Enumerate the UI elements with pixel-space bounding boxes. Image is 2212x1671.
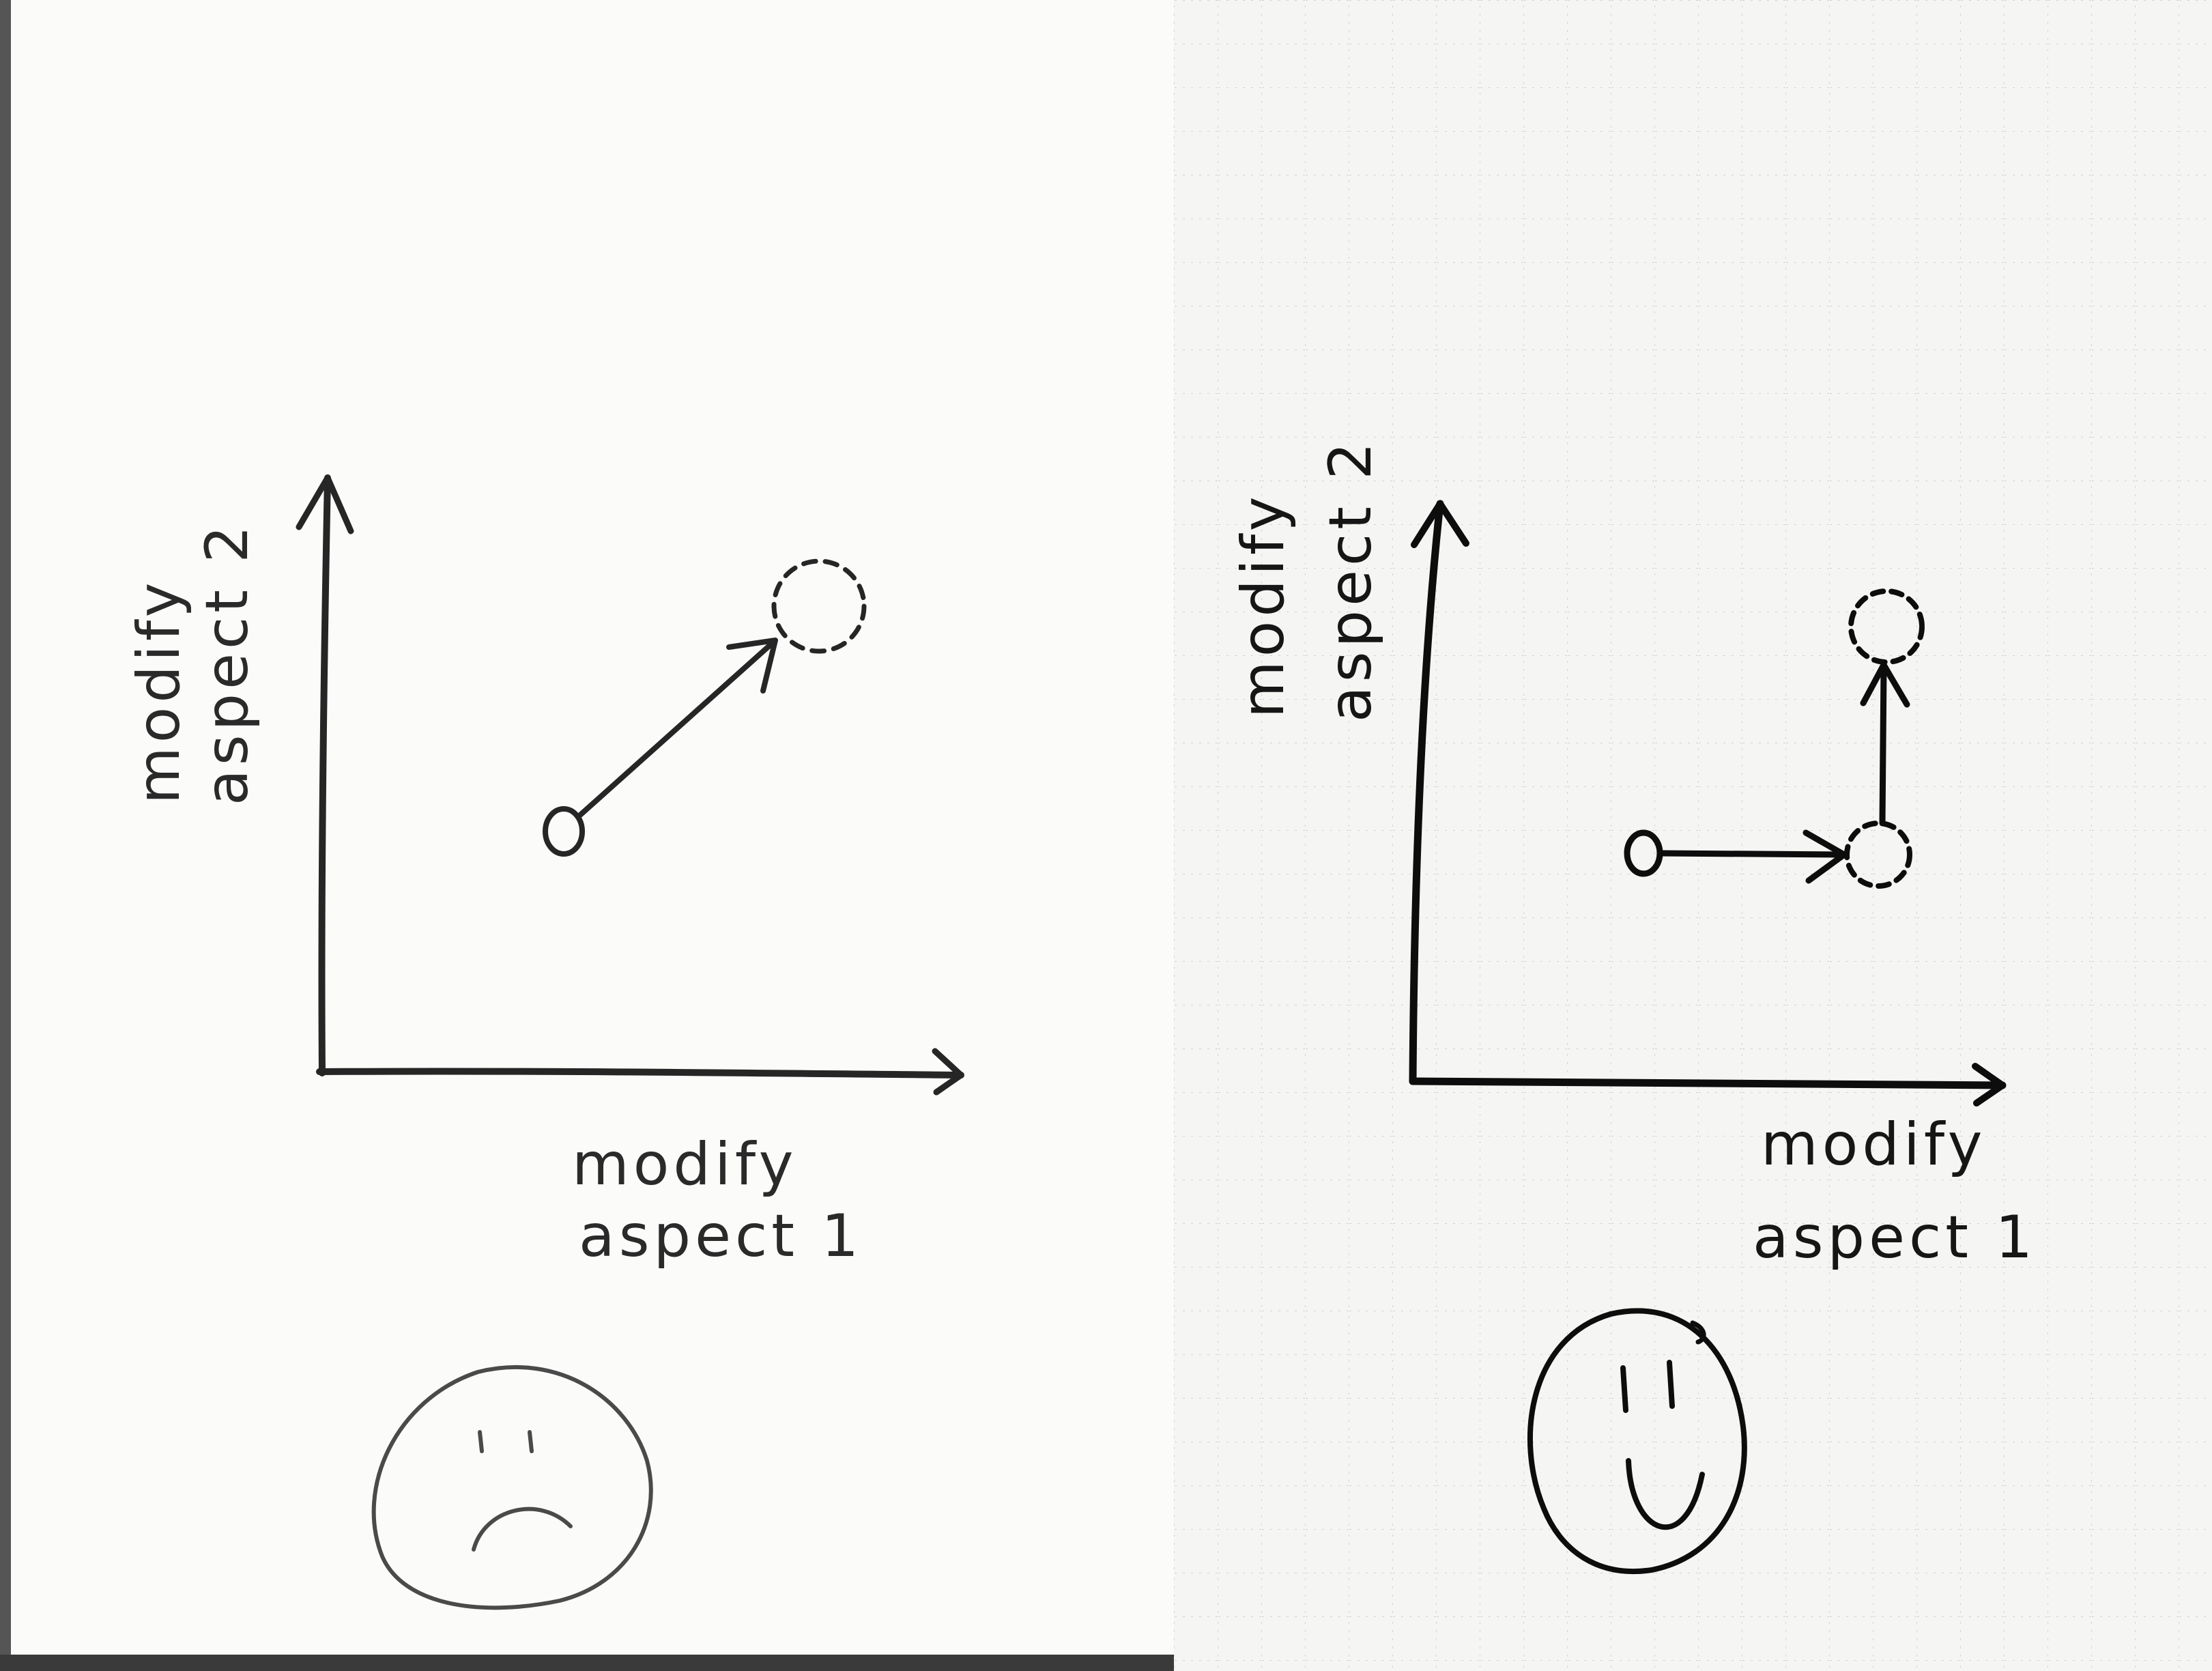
left-face-eye-2 — [528, 1430, 534, 1453]
page-edge-left — [0, 0, 11, 1671]
right-horizontal-arrow — [1656, 850, 1846, 858]
right-x-label-line1: modify — [1761, 1111, 1987, 1179]
right-y-axis — [1409, 500, 1444, 1085]
right-x-axis-arrowhead — [1972, 1063, 2006, 1106]
left-y-axis-arrowhead — [296, 474, 354, 534]
right-y-label-line1: modify — [1229, 492, 1297, 718]
left-face-eye-1 — [478, 1430, 484, 1453]
left-face-frown — [472, 1506, 573, 1552]
right-intermediate-point — [1844, 820, 1912, 889]
right-face-outline — [1527, 1308, 1747, 1575]
left-target-point — [771, 558, 867, 654]
right-vertical-arrow — [1879, 666, 1887, 827]
paper-grid — [1174, 0, 2212, 1671]
left-start-point — [543, 806, 585, 857]
paper-left — [0, 0, 1174, 1671]
right-y-axis-arrowhead — [1411, 500, 1469, 548]
left-x-label-line2: aspect 1 — [579, 1202, 863, 1270]
left-y-axis — [318, 474, 331, 1076]
left-x-axis — [316, 1068, 964, 1079]
left-diagram — [296, 474, 964, 1610]
left-x-label-line1: modify — [572, 1130, 798, 1199]
right-face-smile — [1626, 1458, 1705, 1530]
left-diagonal-arrow — [577, 639, 777, 818]
right-y-label-line2: aspect 2 — [1317, 438, 1385, 722]
right-x-axis — [1409, 1077, 2007, 1089]
right-target-point — [1848, 588, 1925, 665]
left-diagonal-arrowhead — [726, 638, 778, 694]
page-edge-bottom — [0, 1655, 1174, 1671]
right-vertical-arrowhead — [1860, 661, 1910, 708]
left-x-axis-arrowhead — [932, 1048, 964, 1096]
right-x-label-line2: aspect 1 — [1753, 1203, 2037, 1272]
left-face-outline — [371, 1365, 653, 1610]
right-face-eye-2 — [1667, 1360, 1675, 1409]
left-y-label-line2: aspect 2 — [193, 522, 261, 805]
right-face-hair-curl — [1690, 1320, 1706, 1345]
left-y-label-line1: modify — [125, 578, 193, 804]
right-face-eye-1 — [1620, 1365, 1628, 1413]
right-diagram — [1409, 500, 2007, 1575]
